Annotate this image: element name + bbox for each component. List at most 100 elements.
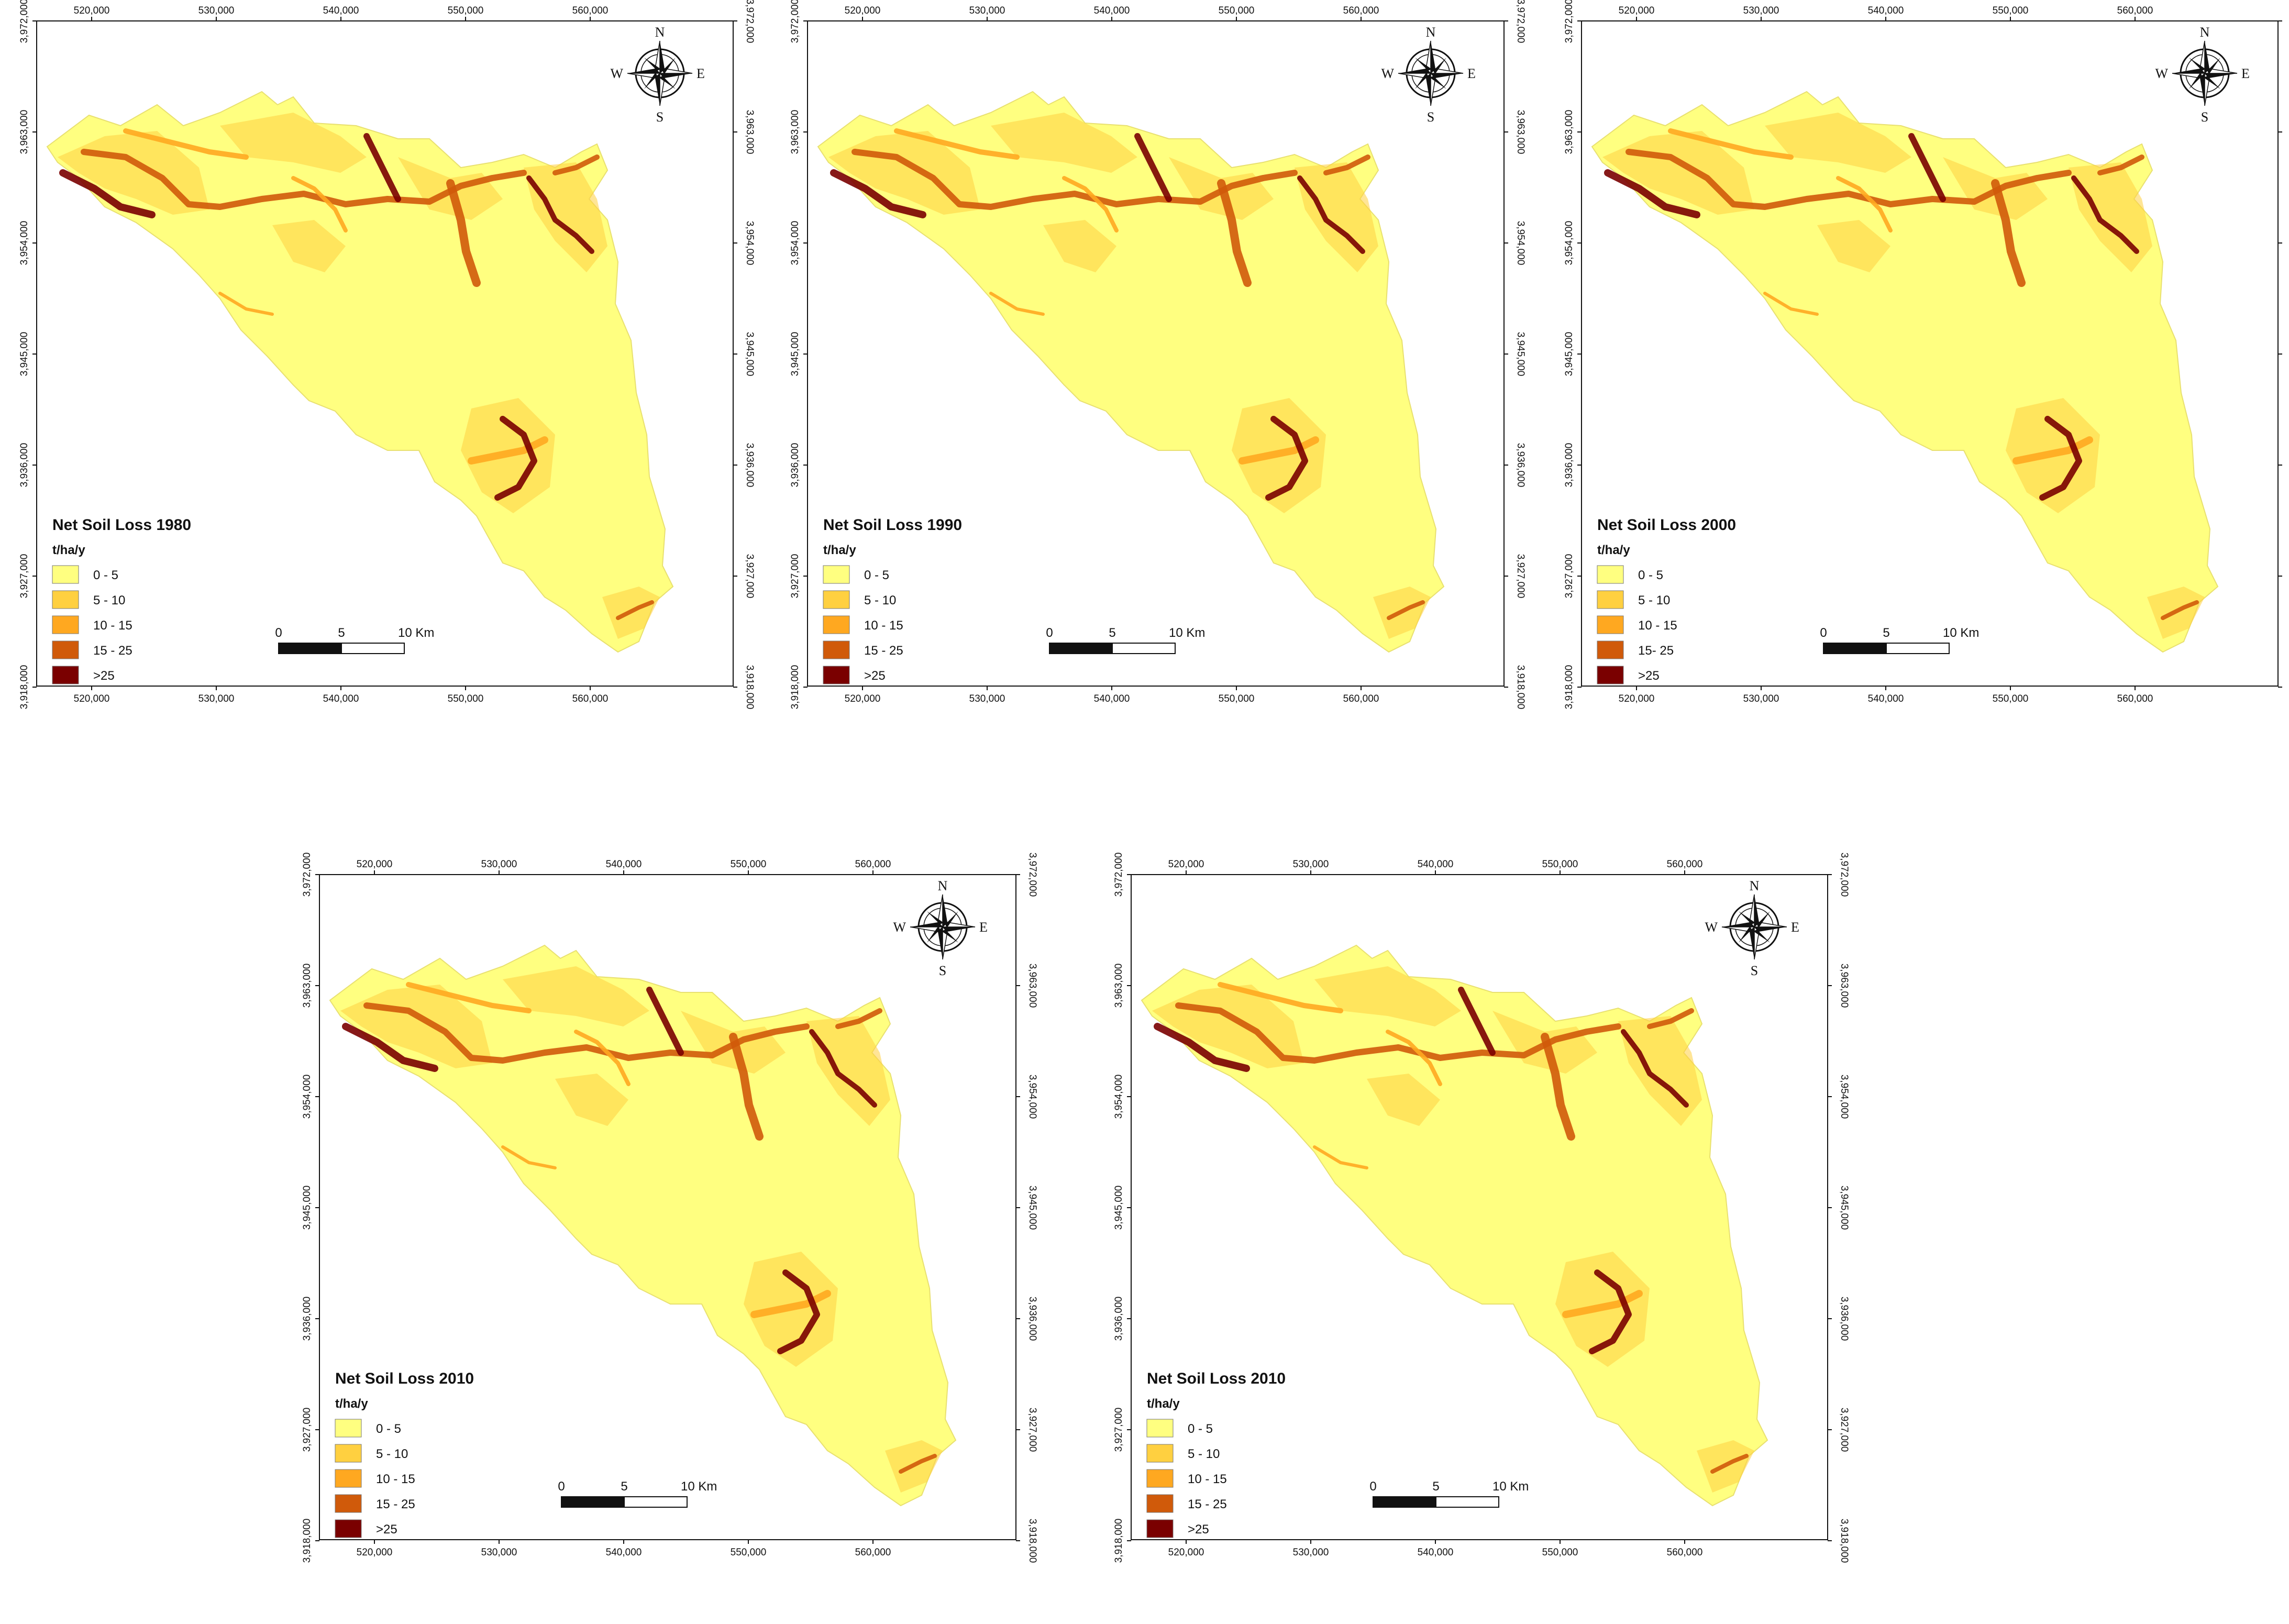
y-tick-left-3: 3,954,000	[1564, 221, 1575, 266]
compass-east-label: E	[979, 920, 988, 935]
legend-swatch-1	[52, 565, 79, 584]
y-tick-left-6: 3,927,000	[790, 554, 801, 599]
y-tick-left-7: 3,918,000	[19, 665, 30, 710]
legend-items: 0 - 5 5 - 10 10 - 15 15- 25 >25	[1597, 565, 1677, 684]
scale-segment-dark	[1823, 643, 1887, 654]
legend-swatch-2	[1597, 590, 1624, 609]
x-tick-bottom-1: 520,000	[1168, 1547, 1204, 1558]
legend-swatch-1	[823, 565, 850, 584]
scale-segment-light	[624, 1496, 688, 1508]
legend-label-3: 10 - 15	[93, 618, 132, 633]
north-arrow: N S E W	[1381, 25, 1475, 125]
legend-title: Net Soil Loss 2010	[335, 1370, 474, 1387]
compass-north-label: N	[655, 25, 665, 40]
x-axis-bottom: 520,000 530,000 540,000 550,000 560,000	[1619, 686, 2153, 704]
x-tick-bottom-2: 530,000	[969, 693, 1005, 704]
x-tick-bottom-3: 540,000	[1868, 693, 1904, 704]
x-axis-bottom: 520,000 530,000 540,000 550,000 560,000	[74, 686, 608, 704]
y-tick-right-6: 3,927,000	[1027, 1408, 1038, 1452]
y-tick-left-2: 3,963,000	[790, 110, 801, 154]
legend-swatch-1	[1146, 1419, 1174, 1438]
y-tick-right-6: 3,927,000	[1515, 554, 1526, 599]
y-tick-left-5: 3,936,000	[1564, 443, 1575, 488]
y-tick-right-5: 3,936,000	[744, 443, 755, 488]
x-tick-bottom-5: 560,000	[1667, 1547, 1703, 1558]
compass-south-label: S	[2201, 109, 2208, 125]
y-axis-right: 3,972,000 3,963,000 3,954,000 3,945,000 3,93…	[1828, 853, 1850, 1563]
x-tick-top-4: 550,000	[1219, 5, 1255, 16]
y-tick-left-1: 3,972,000	[302, 853, 313, 897]
legend-label-5: >25	[1638, 669, 1660, 683]
x-axis-bottom: 520,000 530,000 540,000 550,000 560,000	[1168, 1540, 1703, 1558]
x-tick-top-4: 550,000	[1542, 859, 1578, 870]
legend-items: 0 - 5 5 - 10 10 - 15 15 - 25 >25	[335, 1419, 415, 1538]
legend-swatch-3	[52, 615, 79, 634]
erosion-zone-high	[59, 128, 654, 620]
map-panel-3: 520,000 530,000 540,000 550,000 560,000 520,…	[1545, 0, 2282, 712]
y-tick-left-7: 3,918,000	[1564, 665, 1575, 710]
watershed-base	[1591, 91, 2219, 653]
watershed-base	[817, 91, 1445, 653]
legend-swatch-2	[52, 590, 79, 609]
x-axis-bottom: 520,000 530,000 540,000 550,000 560,000	[357, 1540, 891, 1558]
legend-items: 0 - 5 5 - 10 10 - 15 15 - 25 >25	[823, 565, 903, 684]
x-tick-top-1: 520,000	[357, 859, 393, 870]
scale-label-end: 10 Km	[1492, 1479, 1529, 1494]
legend-label-5: >25	[376, 1522, 397, 1537]
x-tick-bottom-4: 550,000	[1542, 1547, 1578, 1558]
x-tick-top-5: 560,000	[855, 859, 891, 870]
erosion-zone-high	[1154, 982, 1749, 1474]
compass-south-label: S	[939, 963, 946, 978]
x-tick-top-4: 550,000	[448, 5, 484, 16]
legend-swatch-4	[52, 640, 79, 659]
scale-segment-light	[1886, 643, 1950, 654]
x-tick-top-3: 540,000	[323, 5, 359, 16]
legend-swatch-5	[335, 1519, 362, 1538]
legend-label-3: 10 - 15	[864, 618, 903, 633]
y-tick-right-1: 3,972,000	[744, 0, 755, 43]
legend-swatch-4	[335, 1494, 362, 1513]
map-panel-4: 520,000 530,000 540,000 550,000 560,000 520,…	[283, 853, 1038, 1566]
x-tick-bottom-5: 560,000	[1343, 693, 1379, 704]
scale-bar: 0 5 10 Km	[275, 626, 434, 654]
y-tick-right-5: 3,936,000	[1839, 1297, 1850, 1341]
map-panel-svg: 520,000 530,000 540,000 550,000 560,000 520,…	[1113, 853, 1850, 1563]
legend-label-2: 5 - 10	[864, 593, 896, 607]
x-tick-top-3: 540,000	[1094, 5, 1130, 16]
y-tick-left-7: 3,918,000	[1113, 1519, 1124, 1563]
scale-label-end: 10 Km	[398, 626, 434, 640]
legend-title: Net Soil Loss 2010	[1147, 1370, 1286, 1387]
y-tick-left-6: 3,927,000	[302, 1408, 313, 1452]
y-tick-left-7: 3,918,000	[302, 1519, 313, 1563]
scale-label-zero: 0	[275, 626, 282, 640]
y-tick-left-3: 3,954,000	[302, 1075, 313, 1119]
legend-label-4: 15 - 25	[376, 1497, 415, 1511]
y-tick-right-7: 3,918,000	[1515, 665, 1526, 710]
y-tick-left-4: 3,945,000	[790, 332, 801, 377]
scale-label-zero: 0	[1369, 1479, 1376, 1494]
legend-swatch-2	[335, 1444, 362, 1463]
scale-label-mid: 5	[1432, 1479, 1439, 1494]
y-tick-right-2: 3,963,000	[744, 110, 755, 154]
watershed-map	[46, 91, 674, 653]
y-tick-left-7: 3,918,000	[790, 665, 801, 710]
x-tick-bottom-4: 550,000	[1219, 693, 1255, 704]
x-tick-bottom-5: 560,000	[855, 1547, 891, 1558]
scale-segment-dark	[1049, 643, 1113, 654]
y-tick-left-4: 3,945,000	[302, 1186, 313, 1230]
x-tick-top-2: 530,000	[1743, 5, 1779, 16]
x-tick-top-5: 560,000	[1343, 5, 1379, 16]
scale-label-mid: 5	[621, 1479, 627, 1494]
x-tick-top-5: 560,000	[2117, 5, 2153, 16]
y-tick-left-5: 3,936,000	[790, 443, 801, 488]
x-tick-top-3: 540,000	[606, 859, 642, 870]
legend-swatch-4	[1597, 640, 1624, 659]
y-axis-right: 3,972,000 3,963,000 3,954,000 3,945,000 3,93…	[733, 0, 755, 709]
watershed-map	[1141, 944, 1768, 1507]
y-tick-right-4: 3,945,000	[1515, 332, 1526, 377]
watershed-base	[1141, 944, 1768, 1507]
x-tick-top-3: 540,000	[1418, 859, 1454, 870]
map-panel-svg: 520,000 530,000 540,000 550,000 560,000 520,…	[302, 853, 1038, 1563]
legend-swatch-4	[1146, 1494, 1174, 1513]
compass-north-label: N	[1426, 25, 1436, 40]
